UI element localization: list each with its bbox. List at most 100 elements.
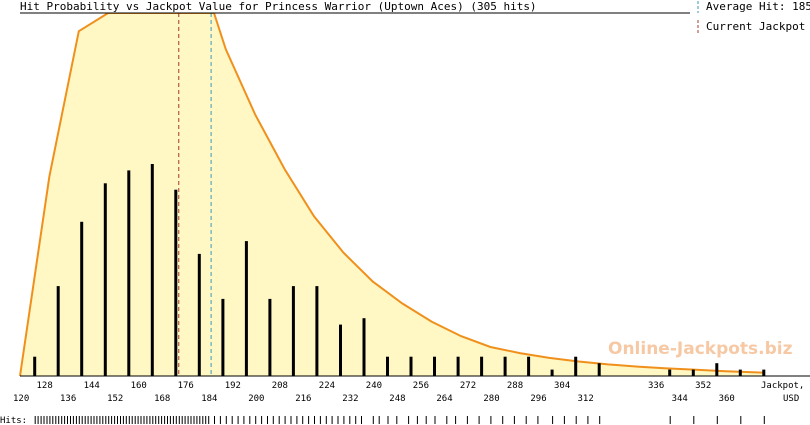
hit-bar [291,286,295,376]
hit-mark [243,416,245,424]
hit-mark [72,416,74,424]
hit-mark [214,416,215,424]
x-tick-label: 336 [648,381,664,391]
hit-mark [525,416,527,424]
hit-bar [80,221,84,376]
hit-mark [199,416,201,424]
hit-mark [158,416,160,424]
x-tick-label: 304 [554,381,570,391]
x-tick-label: 232 [342,394,358,404]
x-tick-label: 344 [672,394,688,404]
x-tick-label: 256 [413,381,429,391]
hit-mark [490,416,492,424]
hit-mark [58,416,60,424]
hit-mark [466,416,468,424]
x-tick-label: 272 [460,381,476,391]
hit-mark [128,416,130,424]
hit-mark [120,416,121,424]
x-tick-label: 136 [60,394,76,404]
hit-mark [78,416,80,424]
hit-mark [114,416,116,424]
hit-mark [143,416,145,424]
hit-mark [125,416,127,424]
hit-mark [425,416,427,424]
hit-mark [249,416,251,424]
hit-mark [161,416,163,424]
x-tick-label: 144 [84,381,100,391]
hit-bar [668,369,672,376]
hit-mark [202,416,204,424]
hit-mark [96,416,98,424]
x-axis-label-line2: USD [783,394,799,404]
hit-mark [122,416,124,424]
hit-bar [197,253,201,376]
hit-mark [225,416,227,424]
hits-label: Hits: [0,416,27,425]
x-tick-label: 120 [13,394,29,404]
hit-mark [146,416,148,424]
hit-mark [231,416,233,424]
hits-rug: Hits: [0,416,765,425]
hit-bar [339,324,342,376]
hit-mark [237,416,239,424]
x-tick-label: 216 [295,394,311,404]
hit-mark [361,416,362,424]
hit-mark [378,416,380,424]
hit-bar [762,369,766,376]
hit-mark [40,416,42,424]
hit-mark [175,416,177,424]
hit-bar [315,286,319,376]
x-tick-label: 160 [131,381,147,391]
hit-mark [34,416,36,424]
hit-mark [296,416,298,424]
hit-bar [174,189,178,376]
hit-mark [67,416,68,424]
hit-bar [574,356,578,376]
hit-mark [108,416,110,424]
hit-mark [178,416,180,424]
hit-mark [290,416,292,424]
hit-bar [362,318,366,376]
x-tick-label: 352 [695,381,711,391]
hit-mark [187,416,189,424]
hit-mark [716,416,718,424]
x-tick-label: 200 [248,394,264,404]
hit-mark [272,416,274,424]
hit-bars [33,164,766,376]
watermark: Online-Jackpots.biz [608,339,793,359]
x-axis-label-line1: Jackpot, [761,381,804,391]
hit-mark [70,416,71,424]
hit-mark [46,416,48,424]
hit-mark [190,416,192,424]
x-tick-label: 184 [201,394,217,404]
hit-mark [255,416,257,424]
hit-mark [325,416,327,424]
hit-mark [563,416,565,424]
hit-mark [337,416,339,424]
legend: Average Hit: 185 Current Jackpot [692,0,810,40]
hit-mark [396,416,398,424]
hit-mark [349,416,351,424]
hit-mark [314,416,315,424]
hit-mark [669,416,671,424]
hit-mark [184,416,186,424]
hit-mark [181,416,183,424]
hit-mark [502,416,504,424]
legend-box [692,0,810,40]
hit-mark [193,416,195,424]
hit-bar [150,164,154,376]
hit-mark [416,416,418,424]
hit-mark [167,416,168,424]
legend-current-label: Current Jackpot [706,20,805,33]
title-background [0,0,810,13]
hit-bar [103,183,107,376]
hit-mark [284,416,286,424]
hit-bar [550,369,554,376]
hit-mark [155,416,157,424]
hit-mark [164,416,166,424]
hit-mark [513,416,515,424]
hit-mark [87,416,89,424]
hit-mark [308,416,310,424]
hit-mark [55,416,57,424]
hit-bar [244,241,248,376]
